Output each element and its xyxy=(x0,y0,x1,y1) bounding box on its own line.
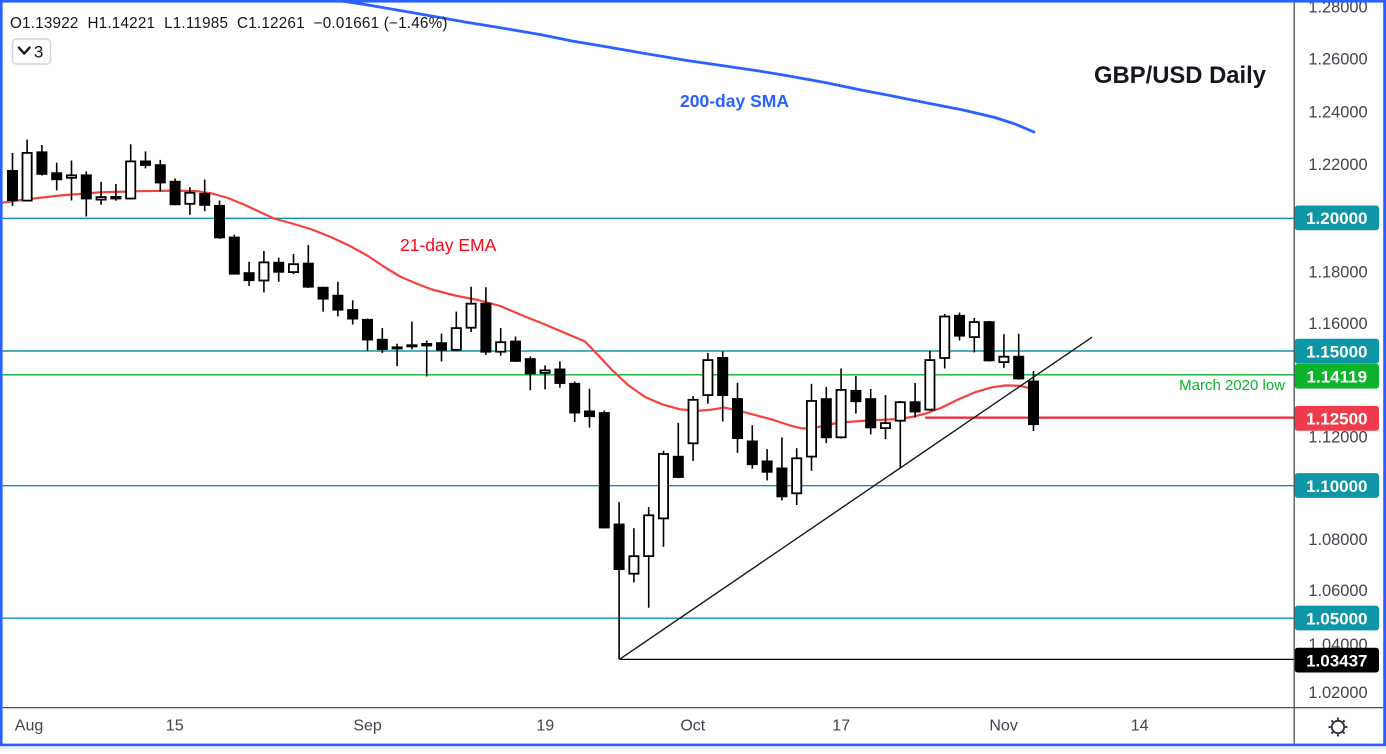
svg-text:1.26000: 1.26000 xyxy=(1308,51,1367,69)
svg-text:1.28000: 1.28000 xyxy=(1308,0,1367,17)
svg-text:Nov: Nov xyxy=(989,718,1017,735)
svg-text:1.16000: 1.16000 xyxy=(1308,315,1367,333)
svg-text:1.12000: 1.12000 xyxy=(1308,429,1367,447)
svg-text:1.22000: 1.22000 xyxy=(1308,156,1367,174)
svg-text:Sep: Sep xyxy=(353,718,382,735)
svg-text:1.03437: 1.03437 xyxy=(1306,651,1367,670)
svg-text:1.05000: 1.05000 xyxy=(1306,609,1367,628)
svg-text:1.06000: 1.06000 xyxy=(1308,582,1367,600)
svg-text:19: 19 xyxy=(536,718,554,735)
svg-text:Aug: Aug xyxy=(15,718,43,735)
svg-text:GBP/USD Daily: GBP/USD Daily xyxy=(1094,62,1267,89)
svg-text:1.20000: 1.20000 xyxy=(1306,209,1367,228)
svg-text:O1.13922 H1.14221 L1.11985: O1.13922 H1.14221 L1.11985 C1.12261 −0.0… xyxy=(10,15,448,32)
svg-text:March 2020 low: March 2020 low xyxy=(1179,377,1285,394)
svg-text:1.14119: 1.14119 xyxy=(1307,368,1368,387)
svg-text:Oct: Oct xyxy=(680,718,705,735)
svg-text:1.10000: 1.10000 xyxy=(1306,477,1367,496)
svg-text:200-day SMA: 200-day SMA xyxy=(680,91,789,111)
svg-text:14: 14 xyxy=(1131,718,1149,735)
svg-text:1.18000: 1.18000 xyxy=(1308,264,1367,282)
svg-text:3: 3 xyxy=(34,43,43,62)
svg-text:1.24000: 1.24000 xyxy=(1308,103,1367,121)
svg-text:1.12500: 1.12500 xyxy=(1306,410,1367,429)
svg-text:1.15000: 1.15000 xyxy=(1306,343,1367,362)
svg-text:15: 15 xyxy=(166,718,184,735)
svg-text:1.02000: 1.02000 xyxy=(1308,684,1367,702)
svg-text:1.08000: 1.08000 xyxy=(1308,531,1367,549)
svg-text:21-day EMA: 21-day EMA xyxy=(400,235,497,255)
svg-text:17: 17 xyxy=(832,718,850,735)
